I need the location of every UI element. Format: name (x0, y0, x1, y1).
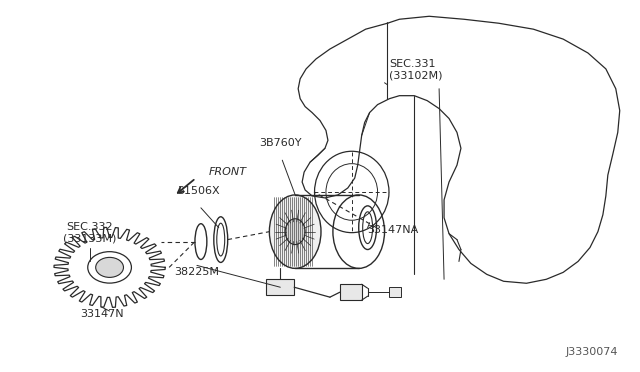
Text: 33147N: 33147N (80, 309, 124, 319)
Ellipse shape (269, 195, 321, 268)
Text: 3B760Y: 3B760Y (259, 138, 301, 148)
Text: FRONT: FRONT (209, 167, 247, 177)
Text: SEC.331
(33102M): SEC.331 (33102M) (390, 59, 443, 81)
Text: SEC.332
(33133M): SEC.332 (33133M) (63, 222, 116, 243)
Text: 38225M: 38225M (175, 267, 220, 278)
Ellipse shape (96, 257, 124, 278)
Bar (266, 279, 294, 295)
Bar (390, 287, 401, 297)
Bar (340, 284, 362, 300)
Ellipse shape (285, 219, 305, 244)
Text: J3330074: J3330074 (565, 347, 618, 357)
Text: 33147NA: 33147NA (367, 225, 419, 235)
Text: 31506X: 31506X (177, 186, 220, 196)
